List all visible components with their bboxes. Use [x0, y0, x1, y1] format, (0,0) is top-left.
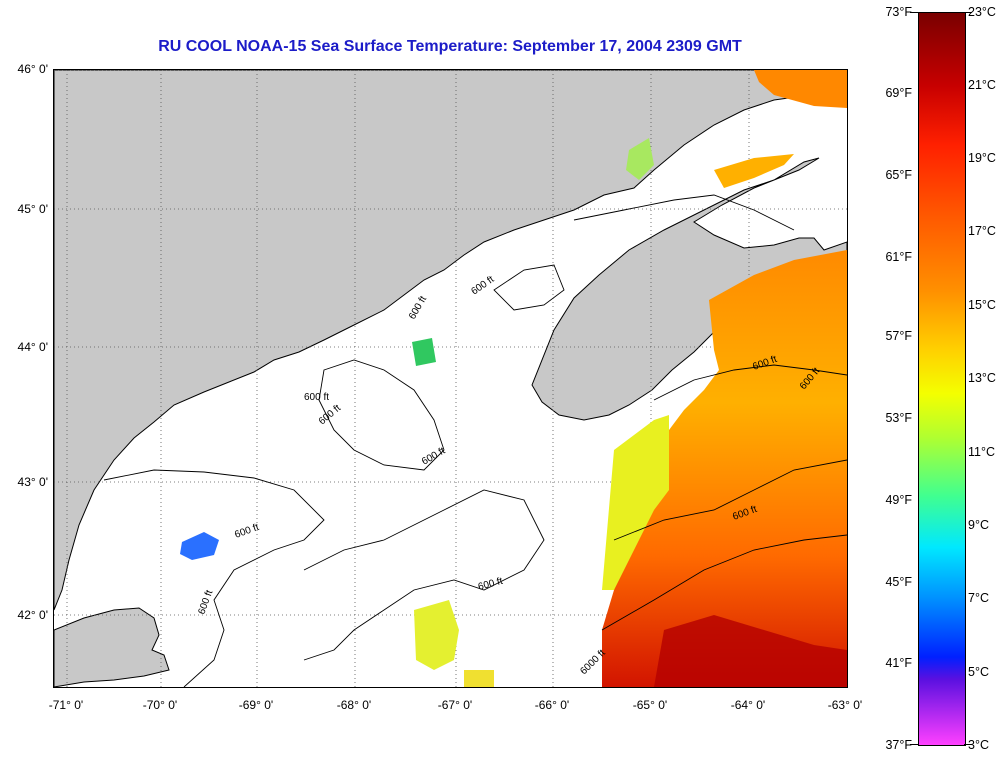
colorbar-f-label: 73°F — [885, 5, 912, 19]
lat-label-46: 46° 0' — [17, 62, 48, 76]
lat-label-45: 45° 0' — [17, 202, 48, 216]
colorbar-c-label: 17°C — [968, 224, 996, 238]
colorbar-c-label: 23°C — [968, 5, 996, 19]
lon-label-66: -66° 0' — [534, 698, 570, 712]
land-maine-newbrunswick — [54, 70, 847, 611]
lat-label-44: 44° 0' — [17, 340, 48, 354]
lon-label-71: -71° 0' — [48, 698, 84, 712]
sst-fundy-green — [626, 138, 654, 180]
map-title: RU COOL NOAA-15 Sea Surface Temperature:… — [158, 38, 742, 55]
graticule — [54, 70, 847, 687]
colorbar-f-label: 41°F — [885, 656, 912, 670]
bathymetry-contours — [103, 194, 847, 687]
colorbar-c-label: 3°C — [968, 738, 989, 752]
lon-label-67: -67° 0' — [437, 698, 473, 712]
contour-label: 600 ft — [304, 392, 329, 403]
colorbar-f-label: 45°F — [885, 575, 912, 589]
lon-label-70: -70° 0' — [142, 698, 178, 712]
colorbar-tick — [910, 12, 918, 13]
sst-cool-patch-center — [412, 338, 436, 366]
contour-label: 600 ft — [196, 589, 215, 616]
colorbar-f-label: 49°F — [885, 493, 912, 507]
colorbar-f-label: 57°F — [885, 329, 912, 343]
sst-southern-patch — [414, 600, 459, 670]
sst-warm-offshore — [602, 250, 847, 687]
colorbar-c-label: 11°C — [968, 445, 996, 459]
land-nova-scotia — [531, 157, 847, 421]
colorbar-c-label: 13°C — [968, 371, 996, 385]
colorbar-tick — [964, 744, 972, 745]
sst-bay-of-fundy-upper — [714, 154, 794, 188]
contour-label: 600 ft — [233, 522, 260, 541]
colorbar-tick — [964, 12, 972, 13]
contour-label: 600 ft — [469, 274, 496, 297]
colorbar-tick — [910, 744, 918, 745]
lon-label-63: -63° 0' — [827, 698, 863, 712]
colorbar-f-label: 65°F — [885, 168, 912, 182]
colorbar-c-label: 9°C — [968, 518, 989, 532]
colorbar-c-label: 19°C — [968, 151, 996, 165]
colorbar-c-label: 7°C — [968, 591, 989, 605]
lat-label-42: 42° 0' — [17, 608, 48, 622]
colorbar-c-label: 15°C — [968, 298, 996, 312]
colorbar-c-label: 5°C — [968, 665, 989, 679]
sst-map[interactable]: 600 ft 600 ft 600 ft 600 ft 600 ft 600 f… — [53, 69, 848, 688]
land-cape-cod — [54, 607, 170, 687]
sst-minas-basin — [754, 70, 847, 108]
colorbar-c-label: 21°C — [968, 78, 996, 92]
colorbar-f-label: 53°F — [885, 411, 912, 425]
lon-label-64: -64° 0' — [730, 698, 766, 712]
lat-label-43: 43° 0' — [17, 475, 48, 489]
contour-label: 600 ft — [407, 294, 429, 321]
lon-label-68: -68° 0' — [336, 698, 372, 712]
temperature-colorbar — [918, 12, 966, 746]
sst-coastal-patch — [602, 415, 669, 590]
colorbar-f-label: 61°F — [885, 250, 912, 264]
colorbar-f-label: 37°F — [885, 738, 912, 752]
colorbar-f-label: 69°F — [885, 86, 912, 100]
contour-label: 600 ft — [420, 445, 447, 467]
sst-georges-patch — [464, 670, 494, 687]
lon-label-69: -69° 0' — [238, 698, 274, 712]
sst-hot-core — [654, 615, 847, 687]
contour-label: 600 ft — [317, 403, 343, 428]
contour-label: 600 ft — [477, 576, 504, 593]
lon-label-65: -65° 0' — [632, 698, 668, 712]
sst-map-canvas: 600 ft 600 ft 600 ft 600 ft 600 ft 600 f… — [54, 70, 847, 687]
sst-cool-patch-west — [180, 532, 219, 560]
